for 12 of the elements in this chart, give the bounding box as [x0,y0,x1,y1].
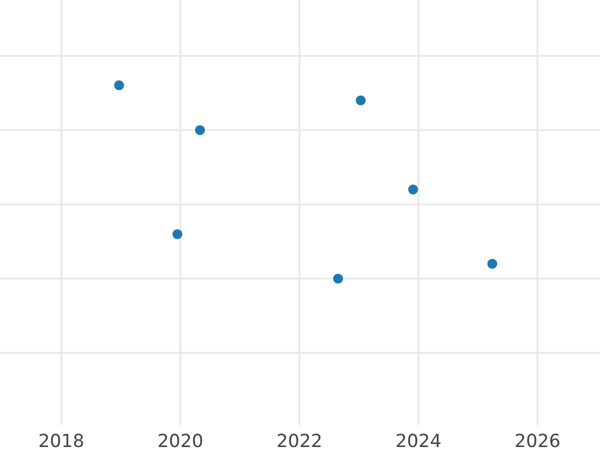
point [408,184,418,194]
point [356,95,366,106]
x-tick-label: 2018 [40,434,84,448]
x-tick-label: 2026 [516,434,560,448]
point [172,229,182,240]
point [114,80,124,90]
x-tick-label: 2022 [278,434,321,448]
point [195,125,205,136]
point [487,258,498,269]
point [333,274,344,284]
x-tick-label: 2024 [396,434,440,448]
x-tick-label: 2020 [158,434,202,448]
